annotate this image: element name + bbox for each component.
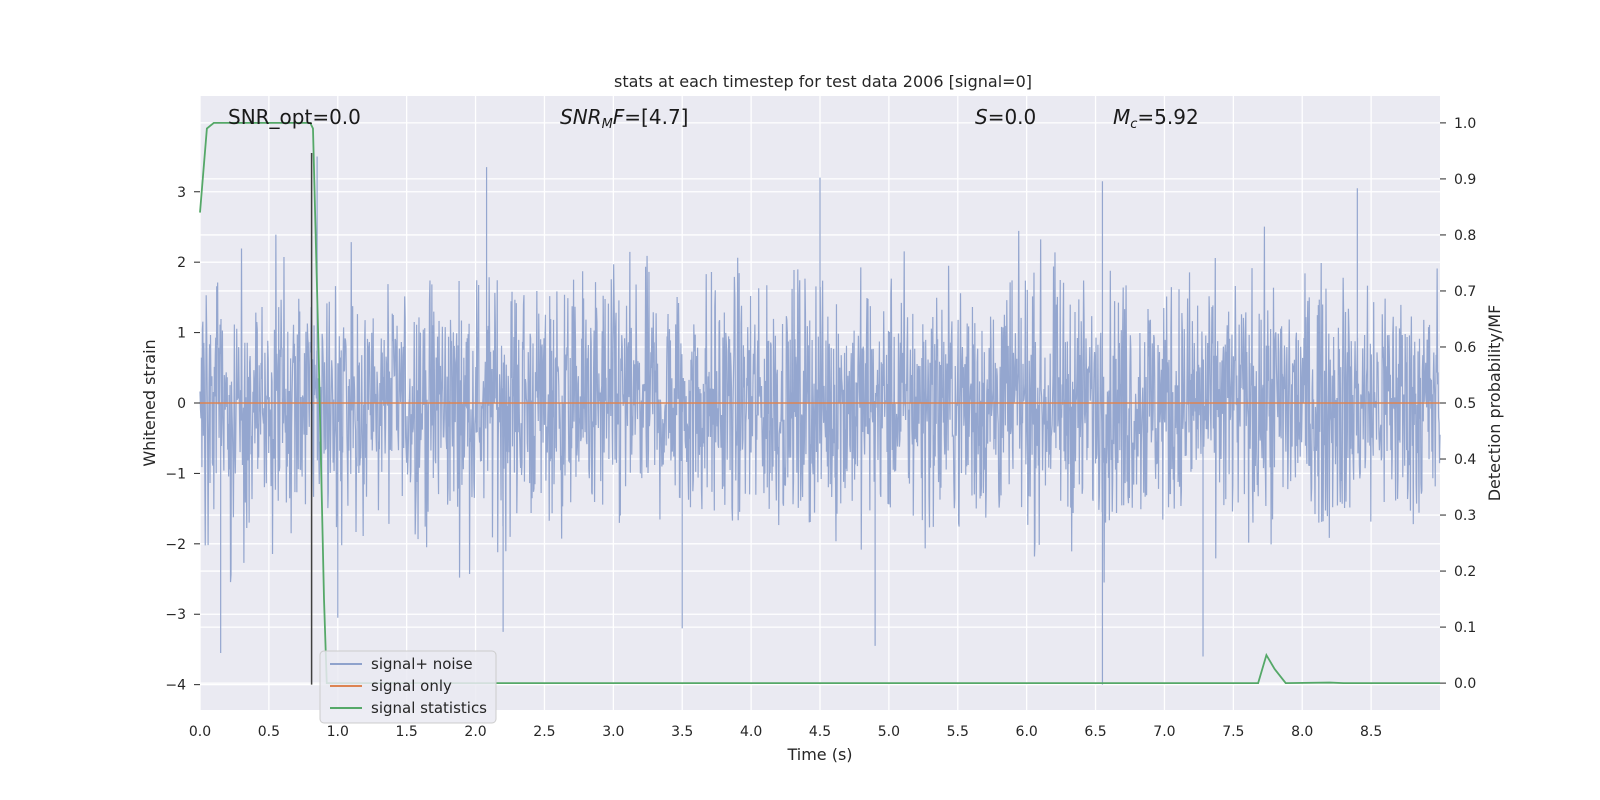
x-tick-label: 7.5	[1222, 724, 1244, 740]
chart-title: stats at each timestep for test data 200…	[614, 72, 1032, 91]
y-tick-label: 3	[177, 185, 186, 201]
y-tick-label: 2	[177, 255, 186, 271]
y2-axis-label: Detection probability/MF	[1485, 305, 1504, 502]
x-tick-label: 3.0	[602, 724, 624, 740]
y2-tick-label: 0.7	[1454, 284, 1476, 300]
y2-tick-label: 0.4	[1454, 452, 1476, 468]
y2-tick-label: 0.2	[1454, 564, 1476, 580]
y2-tick-label: 1.0	[1454, 116, 1476, 132]
annotation-snr-mf: SNRMF=[4.7]	[560, 105, 688, 132]
x-tick-label: 2.0	[464, 724, 486, 740]
x-tick-label: 0.0	[189, 724, 211, 740]
y2-tick-label: 0.8	[1454, 228, 1476, 244]
y-tick-labels: 3 2 1 0 −1 −2 −3 −4	[165, 185, 200, 694]
y-tick-label: −2	[165, 537, 186, 553]
y2-tick-labels: 1.0 0.9 0.8 0.7 0.6 0.5 0.4 0.3 0.2 0.1 0.0	[1440, 116, 1476, 692]
x-tick-label: 4.5	[809, 724, 831, 740]
x-tick-label: 4.0	[740, 724, 762, 740]
annotation-snr-opt: SNR_opt=0.0	[228, 105, 361, 129]
y-tick-label: −1	[165, 466, 186, 482]
y-tick-label: 1	[177, 326, 186, 342]
x-tick-label: 3.5	[671, 724, 693, 740]
y-axis-label: Whitened strain	[140, 339, 159, 466]
x-tick-label: 1.5	[396, 724, 418, 740]
x-tick-label: 5.5	[947, 724, 969, 740]
y-tick-label: 0	[177, 396, 186, 412]
y-tick-label: −4	[165, 678, 186, 694]
y2-tick-label: 0.0	[1454, 676, 1476, 692]
y2-tick-label: 0.6	[1454, 340, 1476, 356]
y2-tick-label: 0.5	[1454, 396, 1476, 412]
legend-label-stats: signal statistics	[371, 699, 487, 717]
x-axis-label: Time (s)	[786, 745, 852, 764]
y-tick-label: −3	[165, 607, 186, 623]
x-tick-label: 8.5	[1360, 724, 1382, 740]
legend-box	[319, 650, 497, 724]
x-tick-label: 6.0	[1016, 724, 1038, 740]
annotations: SNR_opt=0.0 SNRMF=[4.7] S=0.0 Mc=5.92	[228, 105, 1199, 132]
y2-tick-label: 0.1	[1454, 620, 1476, 636]
x-tick-label: 0.5	[258, 724, 280, 740]
y2-tick-label: 0.9	[1454, 172, 1476, 188]
x-tick-label: 8.0	[1291, 724, 1313, 740]
y2-tick-label: 0.3	[1454, 508, 1476, 524]
x-tick-label: 7.0	[1153, 724, 1175, 740]
legend-label-signal: signal only	[371, 677, 452, 695]
x-tick-label: 5.0	[878, 724, 900, 740]
x-tick-label: 2.5	[533, 724, 555, 740]
legend: signal+ noise signal only signal statist…	[319, 650, 497, 724]
x-tick-labels: 0.0 0.5 1.0 1.5 2.0 2.5 3.0 3.5 4.0 4.5 5.0 5.5 6.0 6…	[189, 724, 1382, 740]
x-tick-label: 6.5	[1084, 724, 1106, 740]
x-tick-label: 1.0	[327, 724, 349, 740]
annotation-mc: Mc=5.92	[1113, 105, 1199, 132]
legend-label-noise: signal+ noise	[371, 655, 473, 673]
annotation-s: S=0.0	[975, 105, 1036, 129]
